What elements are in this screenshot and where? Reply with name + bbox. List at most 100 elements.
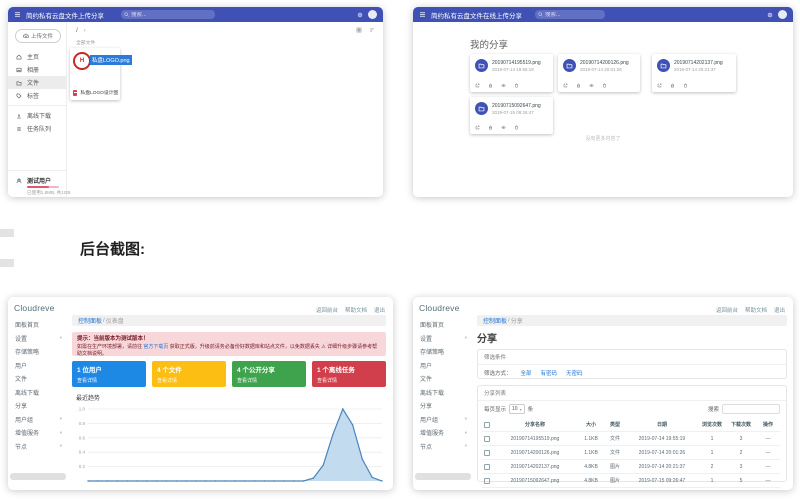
chevron-down-icon: ▾ bbox=[464, 416, 467, 421]
app-header: 简约私有云盘文件在线上传分享 bbox=[413, 7, 793, 22]
sidebar-scroll-indicator[interactable] bbox=[415, 473, 471, 480]
admin-nav-vas[interactable]: 增值服务 ▾ bbox=[15, 429, 62, 438]
sidebar-item-task-queue[interactable]: 任务队列 bbox=[8, 122, 66, 135]
select-all-checkbox[interactable] bbox=[484, 421, 490, 428]
avatar[interactable] bbox=[778, 10, 787, 19]
breadcrumb-link[interactable]: 控制面板 bbox=[483, 319, 508, 325]
search-input[interactable] bbox=[545, 11, 593, 18]
admin-nav-settings[interactable]: 设置 ▾ bbox=[15, 335, 62, 343]
top-link-logout[interactable]: 退出 bbox=[773, 308, 785, 314]
gear-icon[interactable] bbox=[767, 12, 773, 18]
breadcrumb[interactable]: / › bbox=[76, 27, 86, 34]
grid-view-icon[interactable] bbox=[356, 27, 362, 33]
sidebar-item-tags[interactable]: 标签 bbox=[8, 89, 66, 102]
chevron-down-icon: ▾ bbox=[464, 443, 467, 448]
open-link-icon[interactable] bbox=[475, 83, 480, 88]
upload-button[interactable]: 上传文件 bbox=[15, 29, 61, 43]
sidebar-scroll-indicator[interactable] bbox=[10, 473, 66, 480]
admin-nav-nodes[interactable]: 节点 ▾ bbox=[15, 443, 62, 451]
admin-nav-policy[interactable]: 存储策略 bbox=[15, 350, 40, 356]
trash-icon[interactable] bbox=[602, 83, 607, 88]
admin-nav-offline[interactable]: 离线下载 bbox=[420, 390, 445, 397]
search-box[interactable] bbox=[535, 10, 605, 19]
sidebar-item-albums[interactable]: 相册 bbox=[8, 63, 66, 76]
folder-icon bbox=[16, 80, 22, 86]
row-checkbox[interactable] bbox=[482, 446, 492, 460]
top-link-front[interactable]: 返回前台 bbox=[315, 308, 338, 314]
download-link[interactable]: 官方下载页 bbox=[143, 343, 169, 350]
sidebar-item-offline-download[interactable]: 离线下载 bbox=[8, 109, 66, 122]
admin-nav-nodes[interactable]: 节点 ▾ bbox=[420, 443, 467, 451]
stat-card-shares[interactable]: 4 个公开分享 查看详情 bbox=[232, 361, 306, 387]
file-card[interactable]: H 私盘LOGO.png 私盘LOGO设计图稿.p... bbox=[70, 48, 132, 100]
row-checkbox[interactable] bbox=[482, 474, 492, 488]
chevron-down-icon: ▾ bbox=[464, 335, 467, 340]
admin-nav-shares[interactable]: 分享 bbox=[15, 404, 28, 410]
hamburger-icon[interactable] bbox=[14, 11, 21, 18]
admin-nav-files[interactable]: 文件 bbox=[15, 377, 28, 383]
lock-icon[interactable] bbox=[670, 83, 675, 88]
app-title: 简约私有云盘文件上传分享 bbox=[26, 12, 104, 20]
svg-text:0.2: 0.2 bbox=[79, 464, 86, 469]
table-search-input[interactable] bbox=[722, 404, 780, 414]
avatar[interactable] bbox=[368, 10, 377, 19]
eye-icon[interactable] bbox=[501, 83, 506, 88]
list-card-title: 分享列表 bbox=[478, 386, 786, 401]
row-checkbox[interactable] bbox=[482, 460, 492, 474]
stat-card-offline[interactable]: 1 个离线任务 查看详情 bbox=[312, 361, 386, 387]
per-page-select[interactable]: 10 ▾ bbox=[509, 404, 525, 414]
trash-icon[interactable] bbox=[514, 125, 519, 130]
open-link-icon[interactable] bbox=[657, 83, 662, 88]
admin-nav-groups[interactable]: 用户组 ▾ bbox=[420, 416, 467, 424]
search-input[interactable] bbox=[131, 11, 201, 18]
admin-nav-policy[interactable]: 存储策略 bbox=[420, 350, 445, 356]
lock-icon[interactable] bbox=[576, 83, 581, 88]
filter-option-nopassword[interactable]: 无密码 bbox=[566, 371, 583, 377]
admin-nav-shares[interactable]: 分享 bbox=[420, 404, 433, 410]
admin-nav-groups[interactable]: 用户组 ▾ bbox=[15, 416, 62, 424]
sort-icon[interactable] bbox=[369, 27, 375, 33]
sidebar-item-files[interactable]: 文件 bbox=[8, 76, 66, 89]
eye-icon[interactable] bbox=[589, 83, 594, 88]
admin-nav-users[interactable]: 用户 bbox=[15, 363, 28, 370]
filter-card: 筛选条件 筛选方式： 全部 有密码 无密码 bbox=[477, 349, 787, 379]
svg-text:0.8: 0.8 bbox=[79, 421, 86, 426]
lock-icon[interactable] bbox=[488, 83, 493, 88]
table-search-label: 搜索 bbox=[707, 407, 719, 413]
hamburger-icon[interactable] bbox=[419, 11, 426, 18]
trash-icon[interactable] bbox=[683, 83, 688, 88]
share-card[interactable]: 20190715092647.png 2019-07-15 09:26:47 bbox=[470, 97, 553, 134]
filter-option-password[interactable]: 有密码 bbox=[540, 371, 558, 377]
top-link-front[interactable]: 返回前台 bbox=[715, 308, 738, 314]
trash-icon[interactable] bbox=[514, 83, 519, 88]
admin-nav-users[interactable]: 用户 bbox=[420, 363, 433, 370]
search-box[interactable] bbox=[121, 10, 215, 19]
admin-nav-dashboard[interactable]: 面板首页 bbox=[420, 323, 445, 329]
row-checkbox[interactable] bbox=[482, 432, 492, 446]
share-card[interactable]: 20190714195519.png 2019-07-14 19:55:19 bbox=[470, 54, 553, 92]
share-card[interactable]: 20190714200126.png 2019-07-14 20:01:26 bbox=[558, 54, 640, 92]
share-card[interactable]: 20190714202137.png 2019-07-14 20:21:37 bbox=[652, 54, 736, 92]
top-link-docs[interactable]: 帮助文档 bbox=[344, 308, 367, 314]
sidebar-item-home[interactable]: 主页 bbox=[8, 50, 66, 63]
open-link-icon[interactable] bbox=[475, 125, 480, 130]
lock-icon[interactable] bbox=[488, 125, 493, 130]
stat-card-files[interactable]: 4 个文件 查看详情 bbox=[152, 361, 226, 387]
admin-nav-settings[interactable]: 设置 ▾ bbox=[420, 335, 467, 343]
admin-dashboard-window: Cloudreve 返回前台 帮助文档 退出 面板首页 设置 ▾ 存储策略 用户 … bbox=[8, 297, 393, 490]
admin-nav-vas[interactable]: 增值服务 ▾ bbox=[420, 429, 467, 438]
stat-card-users[interactable]: 1 位用户 查看详情 bbox=[72, 361, 146, 387]
section-hint: 全部文件 bbox=[76, 41, 96, 46]
admin-nav-files[interactable]: 文件 bbox=[420, 377, 433, 383]
selected-file-name[interactable]: 私盘LOGO.png bbox=[90, 55, 132, 65]
breadcrumb-link[interactable]: 控制面板 bbox=[78, 319, 103, 325]
top-link-docs[interactable]: 帮助文档 bbox=[744, 308, 767, 314]
admin-nav-offline[interactable]: 离线下载 bbox=[15, 390, 40, 397]
admin-nav-dashboard[interactable]: 面板首页 bbox=[15, 323, 40, 329]
eye-icon[interactable] bbox=[501, 125, 506, 130]
open-link-icon[interactable] bbox=[563, 83, 568, 88]
gear-icon[interactable] bbox=[357, 12, 363, 18]
filter-option-all[interactable]: 全部 bbox=[520, 371, 532, 377]
top-link-logout[interactable]: 退出 bbox=[373, 308, 385, 314]
sidebar: 上传文件 主页 相册 文件 标签 离线下载 任务队列 测试用户 已使用1.8MB… bbox=[8, 22, 70, 197]
